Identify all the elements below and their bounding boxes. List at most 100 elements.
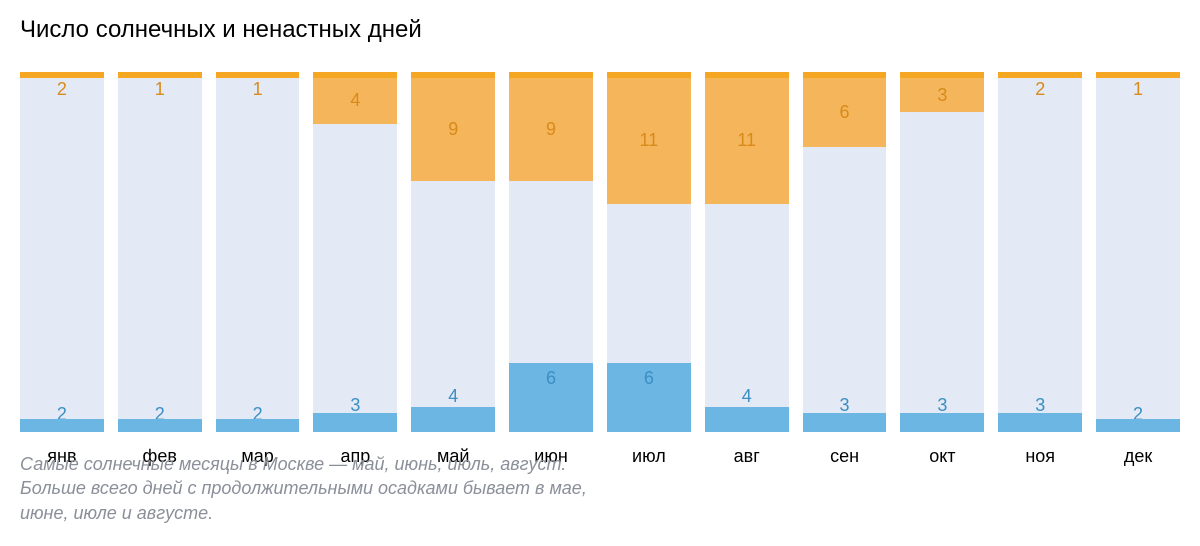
rainy-value: 4 [742, 386, 752, 407]
sunny-value: 4 [350, 90, 360, 111]
rainy-strip [509, 394, 593, 432]
rainy-segment: 2 [216, 409, 300, 432]
bar-column: 12фев [118, 72, 202, 432]
sunny-value: 9 [546, 119, 556, 140]
rainy-label-area: 3 [998, 398, 1082, 413]
sunny-segment: 11 [705, 78, 789, 204]
neutral-segment [998, 101, 1082, 398]
sunny-segment: 2 [20, 78, 104, 101]
neutral-segment [509, 181, 593, 364]
rainy-label-area: 3 [803, 398, 887, 413]
rainy-segment: 2 [20, 409, 104, 432]
rainy-strip [803, 413, 887, 432]
chart-title: Число солнечных и ненастных дней [20, 16, 1180, 44]
sunny-value: 1 [1133, 79, 1143, 100]
rainy-label-area: 2 [20, 409, 104, 419]
neutral-segment [705, 204, 789, 387]
rainy-segment: 2 [1096, 409, 1180, 432]
rainy-label-area: 4 [705, 386, 789, 407]
rainy-segment: 4 [705, 386, 789, 432]
rainy-strip [118, 419, 202, 432]
bar-stack: 33 [900, 72, 984, 432]
rainy-segment: 4 [411, 386, 495, 432]
rainy-segment: 6 [607, 363, 691, 432]
sunny-segment: 4 [313, 78, 397, 124]
bar-stack: 23 [998, 72, 1082, 432]
sunny-segment: 1 [1096, 78, 1180, 100]
rainy-value: 6 [546, 368, 556, 389]
month-label: сен [803, 432, 887, 467]
bar-column: 23ноя [998, 72, 1082, 432]
sunny-value: 2 [57, 79, 67, 100]
sunny-value: 1 [253, 79, 263, 100]
neutral-segment [900, 112, 984, 397]
bar-column: 114авг [705, 72, 789, 432]
month-label: июл [607, 432, 691, 467]
rainy-strip [998, 413, 1082, 432]
sunny-value: 11 [737, 130, 756, 151]
sunny-value: 9 [448, 119, 458, 140]
rainy-label-area: 4 [411, 386, 495, 407]
bar-column: 22янв [20, 72, 104, 432]
rainy-strip [607, 394, 691, 432]
rainy-label-area: 3 [900, 398, 984, 413]
bar-column: 43апр [313, 72, 397, 432]
rainy-strip [313, 413, 397, 432]
rainy-label-area: 3 [313, 398, 397, 413]
month-label: дек [1096, 432, 1180, 467]
bar-stack: 12 [118, 72, 202, 432]
rainy-label-area: 6 [607, 363, 691, 394]
neutral-segment [607, 204, 691, 364]
sunny-segment: 3 [900, 78, 984, 112]
sunny-segment: 11 [607, 78, 691, 204]
sunny-value: 1 [155, 79, 165, 100]
neutral-segment [216, 100, 300, 409]
neutral-segment [411, 181, 495, 387]
sunny-segment: 2 [998, 78, 1082, 101]
rainy-strip [411, 407, 495, 432]
rainy-value: 4 [448, 386, 458, 407]
bar-stack: 96 [509, 72, 593, 432]
sunny-value: 3 [937, 85, 947, 106]
sunny-value: 11 [640, 130, 659, 151]
month-label: ноя [998, 432, 1082, 467]
bar-column: 63сен [803, 72, 887, 432]
rainy-label-area: 2 [118, 409, 202, 419]
bar-stack: 22 [20, 72, 104, 432]
neutral-segment [1096, 100, 1180, 409]
rainy-label-area: 2 [1096, 409, 1180, 419]
rainy-label-area: 2 [216, 409, 300, 419]
sunny-segment: 9 [509, 78, 593, 181]
sunny-value: 2 [1035, 79, 1045, 100]
rainy-segment: 3 [998, 398, 1082, 432]
bar-stack: 11 6 [607, 72, 691, 432]
bar-column: 12мар [216, 72, 300, 432]
bar-column: 33окт [900, 72, 984, 432]
rainy-segment: 3 [313, 398, 397, 432]
bar-column: 96июн [509, 72, 593, 432]
bar-column: 94май [411, 72, 495, 432]
sunny-segment: 9 [411, 78, 495, 181]
rainy-segment: 3 [803, 398, 887, 432]
rainy-segment: 3 [900, 398, 984, 432]
bar-stack: 11 4 [705, 72, 789, 432]
neutral-segment [118, 100, 202, 409]
sunny-segment: 6 [803, 78, 887, 147]
sunny-value: 6 [840, 102, 850, 123]
bar-stack: 94 [411, 72, 495, 432]
month-label: авг [705, 432, 789, 467]
bar-stack: 43 [313, 72, 397, 432]
caption-line: июне, июле и августе. [20, 501, 1180, 525]
rainy-segment: 6 [509, 363, 593, 432]
neutral-segment [313, 124, 397, 398]
rainy-segment: 2 [118, 409, 202, 432]
neutral-segment [20, 101, 104, 409]
stacked-bar-chart: 22янв12фев12мар43апр94май96июн116июл114а… [20, 72, 1180, 432]
month-label: окт [900, 432, 984, 467]
caption-line: Больше всего дней с продолжительными оса… [20, 476, 1180, 500]
bar-stack: 12 [1096, 72, 1180, 432]
sunny-segment: 1 [216, 78, 300, 100]
rainy-strip [900, 413, 984, 432]
bar-stack: 12 [216, 72, 300, 432]
rainy-strip [20, 419, 104, 432]
